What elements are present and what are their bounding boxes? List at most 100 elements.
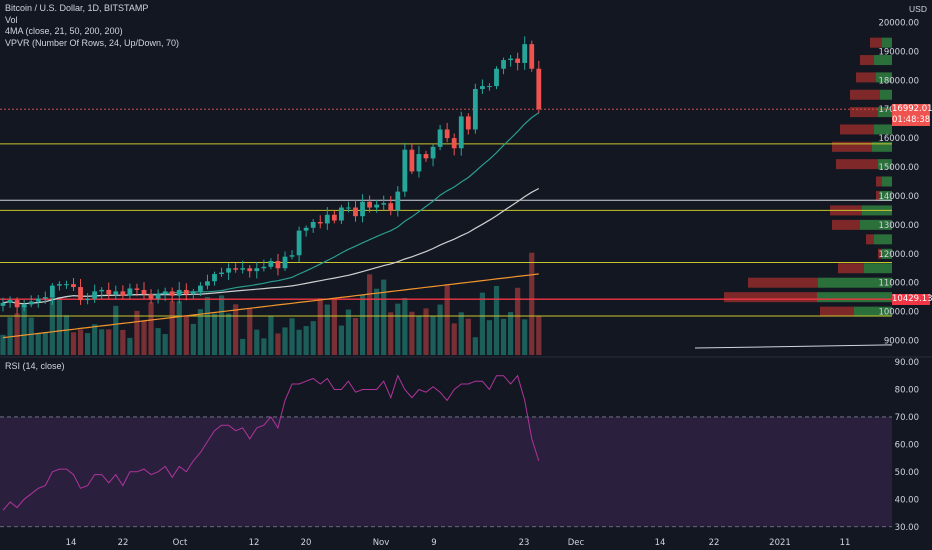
candle-body <box>106 289 112 295</box>
rsi-tick-label: 80.00 <box>895 385 919 395</box>
vpvr-row-down <box>860 55 874 66</box>
candle-body <box>148 294 154 299</box>
volume-bar <box>106 329 112 355</box>
volume-bar <box>127 337 133 355</box>
volume-bar <box>14 313 20 355</box>
candle-body <box>0 302 6 306</box>
volume-bar <box>451 323 457 355</box>
vpvr-row-up <box>874 55 892 66</box>
volume-bar <box>233 304 239 355</box>
volume-bar <box>63 315 70 355</box>
ma-200-line <box>2 273 539 339</box>
price-tick-label: 13000.00 <box>878 221 919 231</box>
rsi-tick-label: 70.00 <box>895 413 919 423</box>
volume-bar <box>381 279 387 355</box>
time-tick-label: 9 <box>431 538 436 548</box>
price-tick-label: 19000.00 <box>878 47 919 57</box>
vpvr-row-down <box>838 263 864 274</box>
volume-legend[interactable]: Vol <box>5 14 18 25</box>
rsi-tick-label: 50.00 <box>895 468 919 478</box>
candle-body <box>360 201 365 217</box>
candle-body <box>247 268 253 272</box>
rsi-tick-label: 60.00 <box>895 440 919 450</box>
volume-bars <box>0 252 542 355</box>
candle-body <box>409 149 415 172</box>
last-price-tag: 16992.01 <box>892 103 932 115</box>
candle-body <box>353 207 358 217</box>
volume-bar <box>211 313 218 355</box>
candle-body <box>444 129 450 139</box>
time-tick-label: 14 <box>66 538 77 548</box>
volume-bar <box>7 317 13 355</box>
horizontal-levels[interactable] <box>0 108 892 317</box>
vpvr-row-up <box>872 141 892 152</box>
volume-bar <box>261 338 267 355</box>
candle-body <box>437 129 443 147</box>
candle-body <box>367 201 372 208</box>
candle-body <box>303 227 309 231</box>
volume-bar <box>444 284 450 355</box>
time-tick-label: 23 <box>519 538 530 548</box>
candle-body <box>99 289 105 292</box>
candle-body <box>198 285 203 292</box>
candle-body <box>529 44 535 69</box>
volume-bar <box>254 329 260 355</box>
candle-body <box>261 266 267 269</box>
candle-body <box>289 255 295 257</box>
trend-line <box>694 344 893 349</box>
vpvr-row-up <box>817 292 892 303</box>
candle-body <box>310 221 316 228</box>
candle-body <box>49 285 55 298</box>
volume-bar <box>416 316 422 355</box>
candle-body <box>233 268 239 270</box>
price-tick-label: 10000.00 <box>878 308 919 318</box>
volume-bar <box>324 304 330 355</box>
vpvr-legend[interactable]: VPVR (Number Of Rows, 24, Up/Down, 70) <box>5 37 180 48</box>
candle-body <box>423 154 429 159</box>
volume-bar <box>70 332 77 355</box>
volume-bar <box>430 315 436 355</box>
volume-bar <box>21 304 27 355</box>
ma-50-line <box>2 187 540 305</box>
price-axis: 9000.00 10000.00 11000.00 12000.00 13000.00 1… <box>878 18 919 532</box>
candle-body <box>451 138 457 149</box>
price-tick-label: 9000.00 <box>884 337 919 347</box>
vpvr-row-up <box>876 72 892 83</box>
vpvr-row-down <box>856 72 876 83</box>
currency-label[interactable]: USD <box>909 4 927 14</box>
candle-body <box>205 281 210 286</box>
volume-bar <box>162 334 168 355</box>
symbol-title[interactable]: Bitcoin / U.S. Dollar, 1D, BITSTAMP <box>5 3 149 13</box>
volume-bar <box>120 329 126 355</box>
volume-bar <box>331 298 337 355</box>
rsi-tick-label: 30.00 <box>895 523 919 533</box>
time-tick-label: 20 <box>301 538 312 548</box>
candle-body <box>169 291 175 296</box>
candle-body <box>331 214 337 221</box>
vpvr-row-down <box>748 277 818 288</box>
candle-body <box>494 68 499 87</box>
volume-bar <box>352 318 359 355</box>
vpvr-row-up <box>874 234 892 245</box>
volume-bar <box>183 315 189 355</box>
volume-bar <box>218 295 225 355</box>
candle-body <box>515 58 521 63</box>
vpvr-row-down <box>832 219 860 230</box>
candle-body <box>465 116 471 130</box>
rsi-legend[interactable]: RSI (14, close) <box>5 361 65 371</box>
chart-legend: Bitcoin / U.S. Dollar, 1D, BITSTAMP Vol … <box>5 3 179 49</box>
volume-bar <box>500 318 507 355</box>
price-tick-label: 15000.00 <box>878 163 919 173</box>
time-tick-label: 22 <box>118 538 129 548</box>
price-tick-label: 12000.00 <box>878 250 919 260</box>
candle-body <box>324 214 330 224</box>
volume-bar <box>338 325 344 355</box>
rsi-line-group <box>2 374 540 511</box>
volume-bar <box>49 296 55 355</box>
ma-legend[interactable]: 4MA (close, 21, 50, 200, 200) <box>5 26 123 36</box>
vpvr-row-down <box>832 141 872 152</box>
time-tick-label: Nov <box>373 538 390 548</box>
volume-bar <box>0 334 6 355</box>
candle-body <box>7 300 13 303</box>
